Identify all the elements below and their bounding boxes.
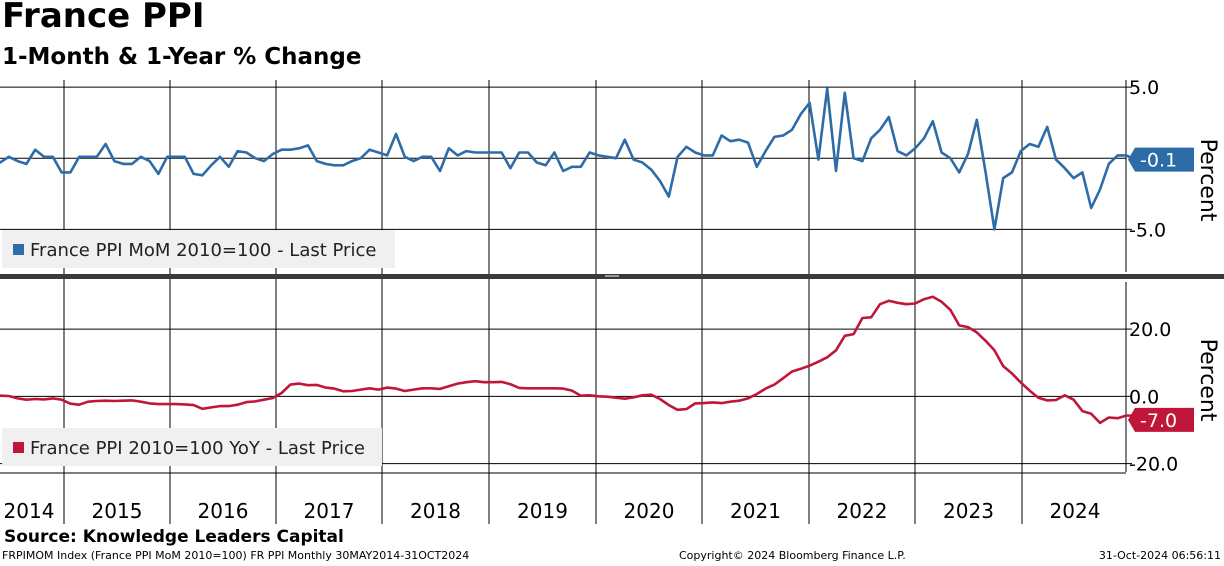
x-tick-label: 2014 [4,499,55,523]
top-ylabel: Percent [1195,139,1220,222]
x-tick-label: 2022 [837,499,888,523]
source-note: Source: Knowledge Leaders Capital [4,527,344,547]
bottom-ytick-label: 20.0 [1129,319,1171,341]
chart-subtitle: 1-Month & 1-Year % Change [2,44,362,70]
mom-legend-swatch [13,244,24,255]
x-tick-label: 2017 [304,499,355,523]
bottom-ytick-label: 0.0 [1129,386,1159,408]
x-tick-label: 2019 [517,499,568,523]
mom-legend-box [2,230,395,268]
divider-handle [605,275,619,277]
x-tick-label: 2021 [730,499,781,523]
yoy-last-value-tag [1128,407,1194,432]
x-tick-label: 2018 [410,499,461,523]
x-tick-label: 2015 [92,499,143,523]
yoy-series-line [0,295,1146,425]
mom-legend-label: France PPI MoM 2010=100 - Last Price [30,240,376,261]
x-tick-label: 2016 [198,499,249,523]
bottom-ylabel: Percent [1195,339,1220,422]
yoy-last-value-label: -7.0 [1140,410,1177,432]
top-ytick-label: -5.0 [1129,219,1166,241]
chart-title: France PPI [2,0,205,36]
x-tick-label: 2023 [943,499,994,523]
mom-last-value-tag [1128,147,1194,172]
mom-series-line [0,87,1137,231]
timestamp: 31-Oct-2024 06:56:11 [1098,549,1221,562]
bottom-ytick-label: -20.0 [1129,454,1178,476]
x-tick-label: 2024 [1050,499,1101,523]
index-info: FRPIMOM Index (France PPI MoM 2010=100) … [2,549,470,562]
yoy-legend-swatch [13,442,24,453]
mom-last-value-label: -0.1 [1140,150,1177,172]
top-ytick-label: 5.0 [1129,77,1159,99]
x-tick-label: 2020 [624,499,675,523]
copyright: Copyright© 2024 Bloomberg Finance L.P. [679,549,906,562]
yoy-legend-box [2,428,382,466]
yoy-legend-label: France PPI 2010=100 YoY - Last Price [30,438,365,459]
